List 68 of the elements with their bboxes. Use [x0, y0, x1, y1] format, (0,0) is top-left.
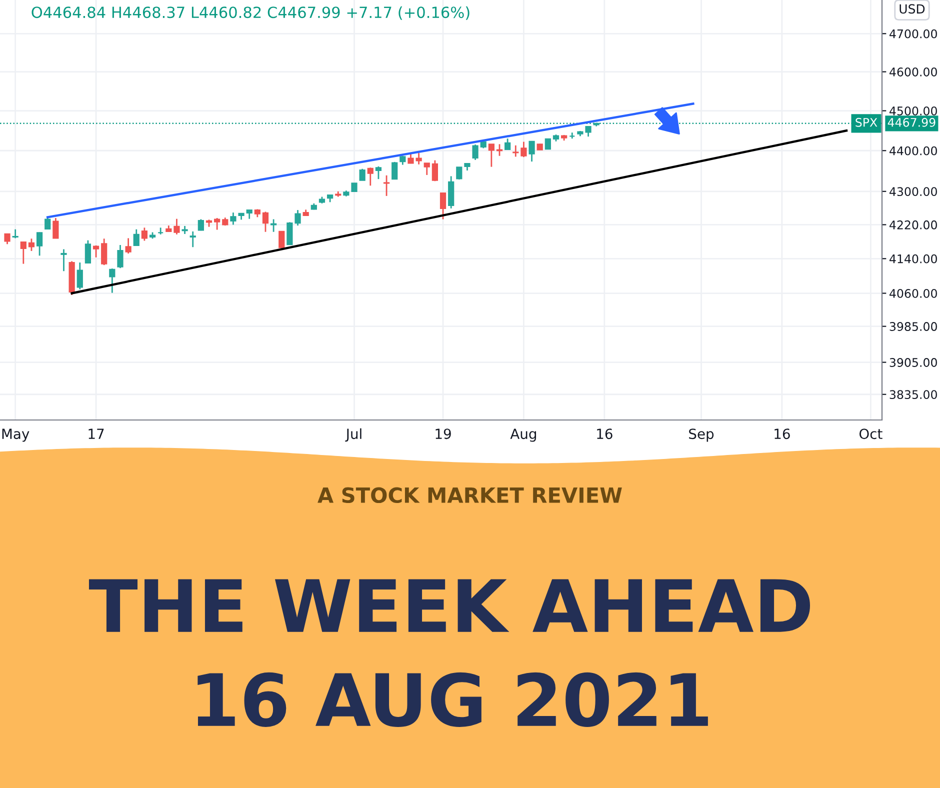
- y-tick-label: 4300.00: [890, 187, 937, 196]
- x-tick-label: 16: [774, 428, 790, 440]
- candlestick: [117, 244, 124, 269]
- text: USD: [900, 4, 925, 14]
- candlestick: [125, 238, 132, 254]
- candlestick: [84, 240, 92, 264]
- candlestick: [278, 230, 285, 250]
- candlestick: [456, 166, 462, 180]
- candlestick: [214, 217, 220, 230]
- y-tick-label: 3905.00: [890, 358, 937, 367]
- x-tick-label: Jul: [345, 428, 362, 442]
- candlestick: [472, 144, 478, 161]
- candlestick: [392, 161, 398, 180]
- candlestick: [424, 162, 430, 176]
- candlestick: [448, 176, 454, 210]
- text: 16 AUG 2021: [198, 672, 708, 727]
- ref-line-label: SPX: [856, 118, 878, 127]
- candlestick: [520, 141, 527, 158]
- candlestick: [141, 226, 148, 242]
- candlestick: [367, 166, 374, 186]
- candlestick: [440, 192, 446, 220]
- text: A STOCK MARKET REVIEW: [318, 487, 622, 504]
- candlestick: [174, 218, 180, 236]
- candlestick: [504, 138, 511, 150]
- candlestick: [383, 174, 390, 197]
- candlestick: [375, 166, 382, 180]
- candlestick: [544, 138, 551, 150]
- candlestick: [528, 140, 535, 162]
- y-tick-label: 3985.00: [890, 322, 937, 331]
- candlestick: [432, 160, 438, 182]
- x-tick-label: 17: [88, 428, 104, 439]
- candlestick: [44, 216, 51, 230]
- x-tick-label: Sep: [689, 428, 714, 442]
- y-tick-label: 4700.00: [890, 29, 937, 38]
- x-tick-label: 19: [436, 428, 451, 440]
- candlestick: [512, 144, 519, 158]
- candlestick: [488, 143, 494, 168]
- candlestick: [52, 217, 59, 239]
- candlestick: [190, 230, 196, 248]
- candlestick: [36, 232, 43, 256]
- text: THE WEEK AHEAD: [88, 579, 810, 632]
- y-tick-label: 4400.00: [890, 146, 937, 156]
- candlestick: [109, 268, 116, 294]
- annotation: O4464.84 H4468.37 L4460.82 C4467.99 +7.17 (+0.16%): [32, 6, 470, 20]
- candlestick: [262, 211, 269, 233]
- candlestick: [60, 248, 67, 272]
- x-tick-label: Oct: [859, 428, 882, 440]
- y-tick-label: 4600.00: [890, 68, 937, 76]
- candlestick: [230, 212, 236, 226]
- x-tick-label: May: [2, 428, 30, 442]
- x-tick-label: 16: [597, 428, 612, 440]
- y-tick-label: 4220.00: [890, 220, 937, 230]
- y-tick-label: 4060.00: [890, 288, 937, 298]
- x-tick-label: Aug: [510, 428, 536, 442]
- candlestick: [569, 132, 576, 140]
- candlestick: [270, 218, 277, 233]
- candlestick: [133, 228, 140, 247]
- candlestick: [28, 238, 35, 252]
- y-tick-label: 4140.00: [890, 254, 937, 264]
- candlestick: [4, 232, 10, 245]
- text: 4467.99: [888, 118, 936, 127]
- candlestick: [101, 238, 108, 266]
- candlestick: [20, 241, 26, 264]
- candlestick: [416, 152, 422, 166]
- y-tick-label: 3835.00: [890, 390, 937, 400]
- y-tick-label: 4500.00: [890, 106, 937, 116]
- candlestick: [76, 262, 83, 290]
- candlestick: [359, 168, 366, 181]
